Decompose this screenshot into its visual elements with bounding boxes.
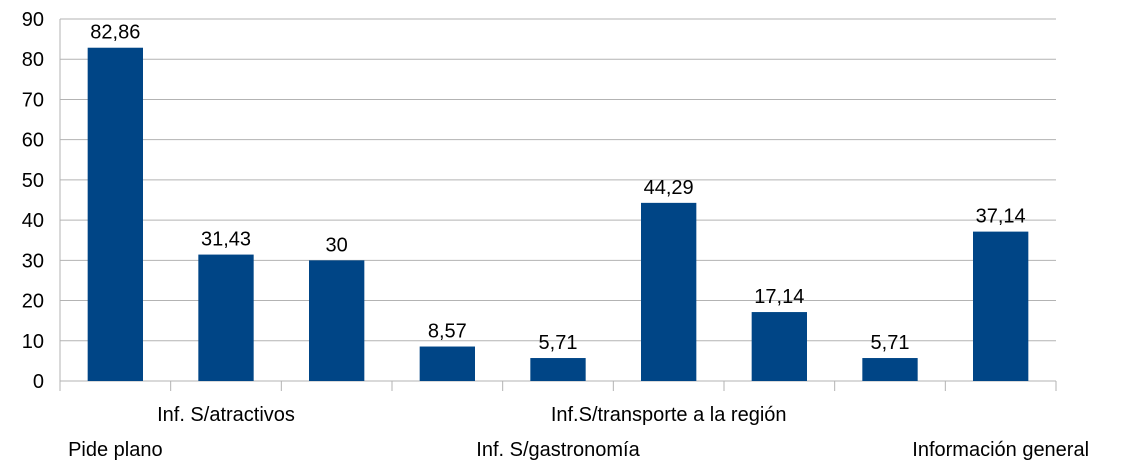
bar-5	[641, 202, 697, 381]
y-tick-label: 70	[22, 89, 44, 111]
y-tick-label: 10	[22, 331, 44, 353]
y-tick-label: 40	[22, 210, 44, 232]
x-category-label: Inf. S/atractivos	[157, 404, 295, 426]
data-label-2: 30	[326, 234, 348, 256]
bar-2	[309, 260, 365, 381]
bar-3	[419, 346, 475, 381]
x-category-label: Inf. S/gastronomía	[476, 439, 640, 461]
y-tick-label: 60	[22, 130, 44, 152]
x-category-label: Pide plano	[68, 439, 163, 461]
bar-4	[530, 358, 586, 381]
bar-0	[87, 47, 143, 382]
data-label-0: 82,86	[90, 22, 140, 44]
bar-layer	[87, 47, 1029, 382]
data-label-1: 31,43	[201, 229, 251, 251]
data-label-5: 44,29	[644, 177, 694, 199]
data-label-4: 5,71	[539, 332, 578, 354]
data-label-8: 37,14	[976, 206, 1026, 228]
y-tick-label: 0	[33, 371, 44, 393]
bar-1	[198, 254, 254, 381]
y-tick-label: 80	[22, 49, 44, 71]
label-layer: 0 10 20 30 40 50 60 70 80 90 82,86 31,43 30 8,57 5,71 4…	[22, 9, 1089, 461]
data-label-6: 17,14	[754, 286, 804, 308]
bar-7	[862, 358, 918, 381]
y-tick-label: 90	[22, 9, 44, 31]
data-label-3: 8,57	[428, 321, 467, 343]
data-label-7: 5,71	[871, 332, 910, 354]
x-category-label: Información general	[912, 439, 1089, 461]
bar-6	[751, 312, 807, 381]
y-tick-label: 50	[22, 170, 44, 192]
y-tick-label: 20	[22, 291, 44, 313]
bar-8	[973, 231, 1029, 381]
y-tick-label: 30	[22, 250, 44, 272]
x-category-label: Inf.S/transporte a la región	[551, 404, 787, 426]
